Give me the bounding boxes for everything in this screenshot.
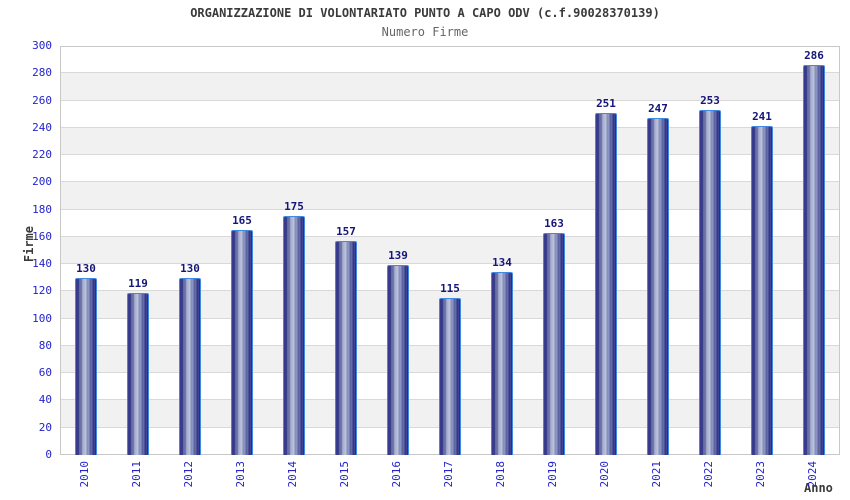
- bar: [439, 298, 461, 455]
- bar-value-label: 163: [544, 216, 564, 230]
- gridline: [60, 208, 840, 210]
- x-tick-label: 2017: [442, 461, 455, 488]
- plot-band: [60, 182, 840, 210]
- bar: [127, 292, 149, 455]
- bar-value-label: 119: [128, 276, 148, 290]
- bar-value-label: 241: [752, 110, 772, 124]
- gridline: [60, 126, 840, 128]
- bar: [595, 112, 617, 455]
- bar: [751, 126, 773, 455]
- y-tick-label: 20: [38, 420, 52, 434]
- bar-value-label: 115: [440, 282, 460, 296]
- gridline: [60, 235, 840, 237]
- gridline: [60, 46, 840, 47]
- x-tick-label: 2024: [806, 461, 819, 488]
- plot-band: [60, 236, 840, 265]
- plot-area: [60, 46, 840, 455]
- x-tick-label: 2022: [702, 461, 715, 488]
- bar-value-label: 251: [596, 96, 616, 110]
- x-tick-label: 2020: [598, 461, 611, 488]
- bar: [387, 265, 409, 455]
- bar: [647, 118, 669, 455]
- plot-band: [60, 73, 840, 101]
- bar-value-label: 130: [180, 261, 200, 275]
- y-tick-label: 280: [32, 66, 52, 80]
- x-tick-label: 2014: [286, 461, 299, 488]
- x-tick-label: 2019: [546, 461, 559, 488]
- bar-value-label: 157: [336, 224, 356, 238]
- bar: [699, 110, 721, 455]
- bar-value-label: 253: [700, 94, 720, 108]
- gridline: [60, 181, 840, 183]
- x-tick-label: 2016: [390, 461, 403, 488]
- bar: [75, 277, 97, 455]
- y-tick-label: 240: [32, 120, 52, 134]
- x-tick-label: 2015: [338, 461, 351, 488]
- bar: [179, 277, 201, 455]
- gridline: [60, 290, 840, 292]
- y-tick-label: 60: [38, 366, 52, 380]
- bar: [803, 65, 825, 455]
- x-tick-label: 2010: [78, 461, 91, 488]
- plot-band: [60, 46, 840, 74]
- bar-value-label: 286: [804, 49, 824, 63]
- plot-band: [60, 127, 840, 156]
- bar: [335, 240, 357, 455]
- bar-value-label: 130: [76, 261, 96, 275]
- gridline: [60, 263, 840, 265]
- plot-band: [60, 209, 840, 237]
- chart-title: ORGANIZZAZIONE DI VOLONTARIATO PUNTO A C…: [190, 6, 660, 20]
- chart-subtitle: Numero Firme: [381, 25, 469, 39]
- bar: [283, 216, 305, 455]
- y-tick-label: 220: [32, 148, 52, 162]
- y-tick-label: 120: [32, 284, 52, 298]
- bar-value-label: 165: [232, 214, 252, 228]
- x-tick-label: 2021: [650, 461, 663, 488]
- y-tick-label: 160: [32, 229, 52, 243]
- gridline: [60, 154, 840, 156]
- y-tick-label: 180: [32, 202, 52, 216]
- y-tick-label: 140: [32, 257, 52, 271]
- x-tick-label: 2018: [494, 461, 507, 488]
- x-axis-title: Anno: [804, 481, 833, 495]
- y-tick-label: 80: [38, 338, 52, 352]
- bar: [491, 272, 513, 455]
- y-tick-label: 200: [32, 175, 52, 189]
- bar-value-label: 175: [284, 200, 304, 214]
- x-tick-label: 2013: [234, 461, 247, 488]
- bar-value-label: 134: [492, 256, 512, 270]
- x-tick-label: 2012: [182, 461, 195, 488]
- bar-value-label: 139: [388, 249, 408, 263]
- bar: [231, 230, 253, 455]
- x-tick-label: 2011: [130, 461, 143, 488]
- y-tick-label: 40: [38, 393, 52, 407]
- y-tick-label: 100: [32, 311, 52, 325]
- y-tick-label: 260: [32, 93, 52, 107]
- y-tick-label: 300: [32, 39, 52, 52]
- gridline: [60, 99, 840, 101]
- bar: [543, 232, 565, 455]
- plot-band: [60, 155, 840, 183]
- bar-value-label: 247: [648, 102, 668, 116]
- y-tick-label: 0: [45, 448, 52, 461]
- x-tick-label: 2023: [754, 461, 767, 488]
- gridline: [60, 72, 840, 74]
